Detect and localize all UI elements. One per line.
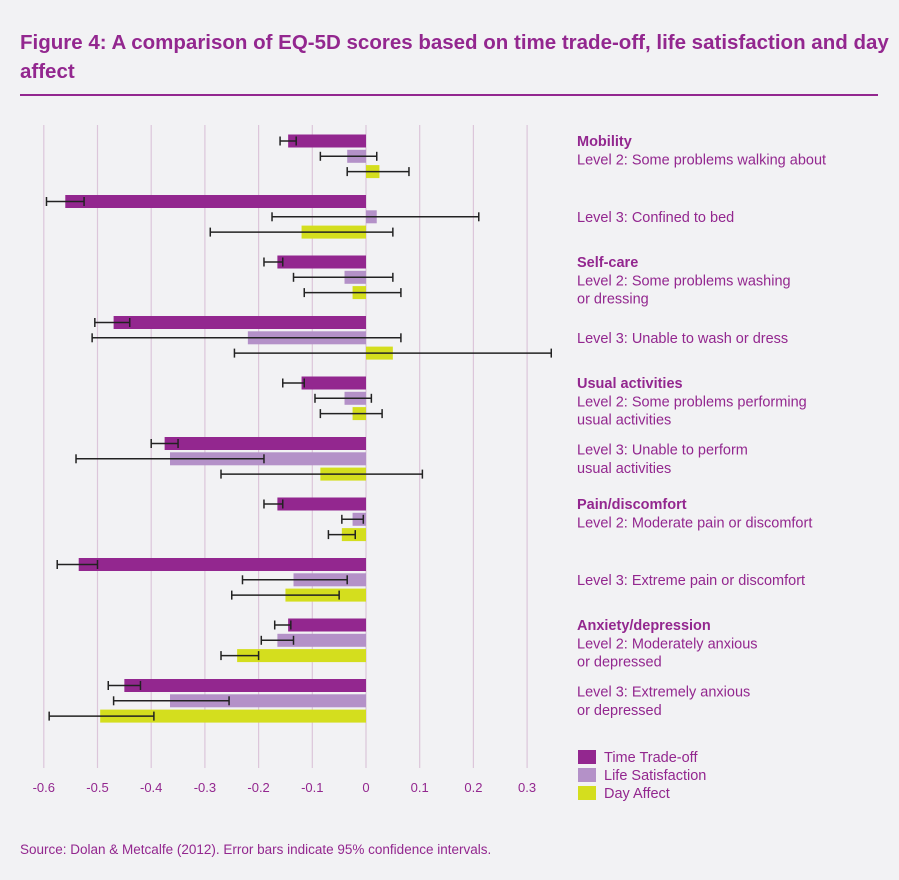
level-label: Level 3: Unable to perform — [577, 443, 748, 459]
bar-day-affect — [100, 709, 366, 723]
bar-time-tradeoff — [65, 195, 366, 208]
x-tick-label: -0.2 — [247, 780, 269, 795]
level-label: Level 3: Extremely anxious — [577, 685, 750, 701]
level-label: Level 3: Unable to wash or dress — [577, 331, 788, 347]
level-label: Level 2: Moderate pain or discomfort — [577, 515, 812, 531]
category-label: Anxiety/depression — [577, 618, 711, 634]
x-tick-label: -0.1 — [301, 780, 323, 795]
legend-label: Life Satisfaction — [604, 768, 706, 784]
category-label: Mobility — [577, 134, 632, 150]
bar-time-tradeoff — [113, 316, 366, 329]
level-label: Level 2: Some problems performing — [577, 394, 807, 410]
bar-time-tradeoff — [288, 618, 366, 632]
bar-life-satisfaction — [169, 452, 366, 466]
level-label: Level 2: Moderately anxious — [577, 636, 758, 652]
bar-life-satisfaction — [169, 694, 366, 708]
chart-title: Figure 4: A comparison of EQ-5D scores b… — [20, 31, 889, 83]
title-divider — [20, 94, 878, 96]
legend-swatch — [578, 768, 596, 782]
bar-day-affect — [237, 649, 366, 663]
legend-swatch — [578, 750, 596, 764]
x-tick-label: -0.3 — [194, 780, 216, 795]
x-tick-label: 0.2 — [464, 780, 482, 795]
bar-time-tradeoff — [288, 134, 366, 148]
x-tick-label: 0 — [362, 780, 369, 795]
legend-label: Day Affect — [604, 786, 670, 802]
level-label: Level 2: Some problems washing — [577, 273, 791, 289]
level-label: usual activities — [577, 413, 671, 429]
x-tick-label: -0.6 — [33, 780, 55, 795]
x-tick-label: -0.4 — [140, 780, 162, 795]
x-tick-label: 0.1 — [411, 780, 429, 795]
level-label: Level 3: Extreme pain or discomfort — [577, 573, 805, 589]
x-tick-label: -0.5 — [86, 780, 108, 795]
x-tick-label: 0.3 — [518, 780, 536, 795]
bar-life-satisfaction — [277, 633, 366, 647]
legend-label: Time Trade-off — [604, 750, 698, 766]
bar-chart: -0.6 -0.5 -0.4 -0.3 -0.2 -0.1 0 0.1 0.2 0.3 Mobili… — [33, 125, 826, 802]
category-label: Usual activities — [577, 376, 683, 392]
bar-time-tradeoff — [124, 679, 366, 692]
level-label: or dressing — [577, 292, 649, 308]
level-label: Level 3: Confined to bed — [577, 210, 734, 226]
bar-time-tradeoff — [78, 558, 366, 571]
category-label: Self-care — [577, 255, 638, 271]
source-note: Source: Dolan & Metcalfe (2012). Error b… — [20, 842, 492, 857]
bar-time-tradeoff — [277, 255, 366, 269]
bar-time-tradeoff — [164, 437, 366, 450]
level-label: usual activities — [577, 461, 671, 477]
bar-time-tradeoff — [277, 497, 366, 511]
level-label: or depressed — [577, 703, 662, 719]
legend-swatch — [578, 786, 596, 800]
level-label: Level 2: Some problems walking about — [577, 152, 826, 168]
bar-time-tradeoff — [301, 376, 366, 390]
level-label: or depressed — [577, 655, 662, 671]
category-label: Pain/discomfort — [577, 497, 687, 513]
